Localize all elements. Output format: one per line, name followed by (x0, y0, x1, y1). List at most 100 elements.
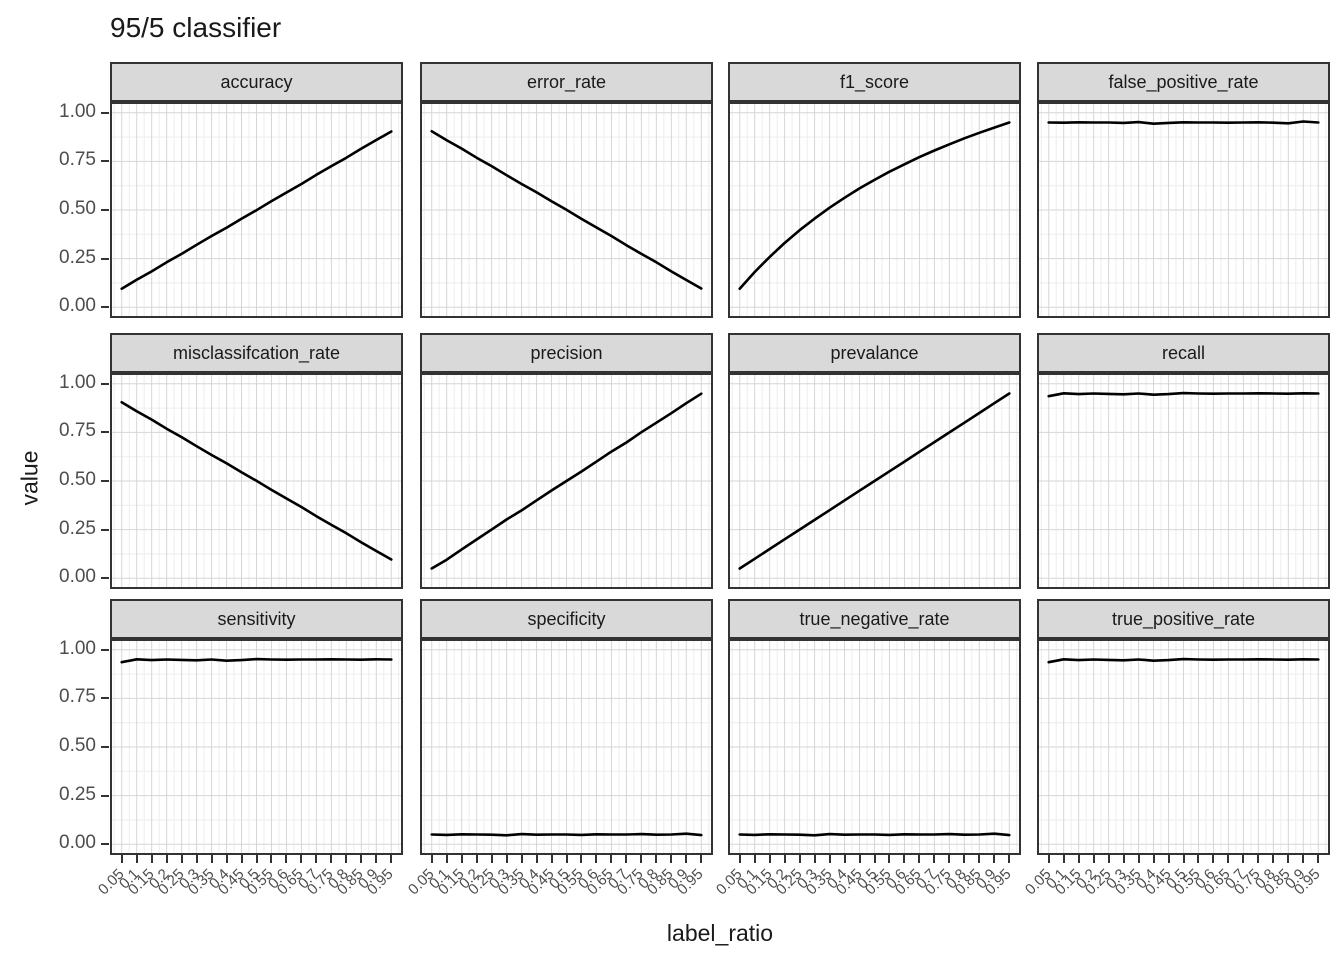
x-tick-mark (150, 855, 153, 863)
x-tick-mark (843, 855, 846, 863)
x-tick-mark (135, 855, 138, 863)
x-tick-mark (700, 855, 703, 863)
facet-strip-label: error_rate (526, 71, 607, 92)
x-tick-mark (375, 855, 378, 863)
panel-border (728, 373, 1021, 589)
y-tick-mark (101, 794, 109, 797)
x-tick-mark (828, 855, 831, 863)
y-tick-label: 0.50 (59, 469, 96, 490)
y-tick-mark (101, 697, 109, 700)
x-tick-mark (1287, 855, 1290, 863)
panel-border (1037, 102, 1330, 318)
y-tick-mark (101, 577, 109, 580)
x-tick-mark (595, 855, 598, 863)
x-tick-mark (858, 855, 861, 863)
x-tick-mark (430, 855, 433, 863)
panel-border (1037, 639, 1330, 855)
x-tick-mark (390, 855, 393, 863)
y-tick-mark (101, 160, 109, 163)
x-tick-mark (978, 855, 981, 863)
x-tick-mark (300, 855, 303, 863)
y-tick-mark (101, 528, 109, 531)
x-tick-mark (783, 855, 786, 863)
data-line (120, 130, 393, 290)
x-tick-mark (1008, 855, 1011, 863)
facet-strip-label: sensitivity (217, 608, 296, 629)
data-line (738, 121, 1011, 290)
y-tick-mark (101, 382, 109, 385)
facet-strip: recall (1037, 333, 1330, 373)
x-tick-mark (798, 855, 801, 863)
facet-strip: true_negative_rate (728, 599, 1021, 639)
x-tick-mark (1227, 855, 1230, 863)
y-tick-mark (101, 480, 109, 482)
x-tick-mark (1212, 855, 1215, 863)
facet-strip: false_positive_rate (1037, 62, 1330, 102)
facet-panel (728, 639, 1021, 855)
y-tick-mark (101, 111, 109, 114)
facet-strip: precision (420, 333, 713, 373)
x-tick-mark (1317, 855, 1320, 863)
data-line (738, 392, 1011, 570)
data-line (120, 657, 393, 664)
x-tick-mark (360, 855, 363, 863)
x-tick-mark (1152, 855, 1155, 863)
x-tick-mark (873, 855, 876, 863)
x-tick-mark (670, 855, 673, 863)
x-tick-mark (903, 855, 906, 863)
x-tick-mark (1137, 855, 1140, 863)
x-tick-mark (315, 855, 318, 863)
panel-border (420, 102, 713, 318)
facet-strip: error_rate (420, 62, 713, 102)
plot-title: 95/5 classifier (110, 12, 282, 43)
y-tick-mark (101, 306, 109, 309)
y-tick-label: 1.00 (59, 100, 96, 122)
x-tick-mark (165, 855, 168, 863)
y-tick-label: 0.25 (59, 246, 96, 268)
data-line (120, 400, 393, 561)
y-tick-label: 0.25 (59, 517, 96, 539)
x-tick-mark (1302, 855, 1305, 863)
panel-border (420, 373, 713, 589)
facet-strip: specificity (420, 599, 713, 639)
x-tick-mark (963, 855, 966, 863)
facet-panel (1037, 102, 1330, 318)
y-tick-label: 0.75 (59, 420, 96, 442)
facet-panel (110, 639, 403, 855)
x-tick-mark (1107, 855, 1110, 863)
x-tick-mark (1122, 855, 1125, 863)
panel-border (1037, 373, 1330, 589)
x-tick-mark (285, 855, 288, 863)
facet-panel (420, 639, 713, 855)
x-tick-mark (813, 855, 816, 863)
facet-panel (728, 373, 1021, 589)
x-tick-mark (1197, 855, 1200, 863)
x-tick-mark (1242, 855, 1245, 863)
x-tick-mark (345, 855, 348, 863)
panel-border (420, 639, 713, 855)
facet-strip-label: true_positive_rate (1111, 608, 1256, 629)
x-tick-mark (520, 855, 523, 863)
x-tick-mark (535, 855, 538, 863)
y-tick-label: 0.00 (59, 566, 96, 588)
facet-panel (728, 102, 1021, 318)
x-tick-mark (1272, 855, 1275, 863)
x-tick-mark (460, 855, 463, 863)
y-tick-label: 0.00 (59, 295, 96, 317)
x-tick-mark (475, 855, 478, 863)
facet-panel (420, 373, 713, 589)
y-tick-mark (101, 648, 109, 651)
facet-strip: f1_score (728, 62, 1021, 102)
x-tick-mark (1047, 855, 1050, 863)
panel-border (110, 373, 403, 589)
facet-strip: accuracy (110, 62, 403, 102)
x-tick-mark (918, 855, 921, 863)
x-tick-mark (1257, 855, 1260, 863)
x-tick-mark (948, 855, 951, 863)
x-tick-mark (210, 855, 213, 863)
data-line (430, 832, 703, 837)
y-tick-label: 0.75 (59, 686, 96, 708)
x-tick-mark (1092, 855, 1095, 863)
facet-strip-label: specificity (527, 608, 606, 629)
